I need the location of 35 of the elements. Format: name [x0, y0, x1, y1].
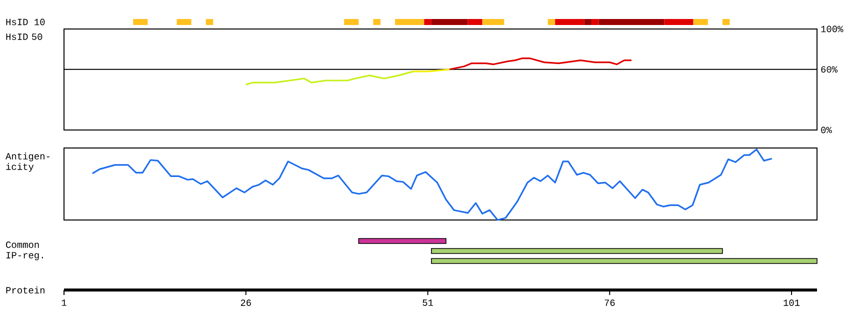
x-tick-label: 26	[240, 300, 251, 306]
bar	[722, 18, 730, 25]
y-tick-label: 100%	[821, 26, 844, 32]
y-tick-label: 0%	[821, 126, 832, 134]
x-tick-label: 1	[62, 300, 66, 306]
x-tick-label: 51	[422, 300, 433, 306]
bar	[344, 18, 359, 25]
y-tick-label: HsID 10	[6, 18, 45, 26]
y-axis-title: HsID 50	[6, 34, 42, 40]
bar	[395, 18, 424, 25]
bar	[598, 18, 664, 25]
bar	[133, 18, 148, 25]
bar	[424, 18, 432, 25]
bar	[548, 18, 556, 25]
bar	[176, 18, 192, 25]
bar	[358, 238, 446, 244]
x-axis-title: Protein	[6, 286, 44, 294]
bar	[431, 248, 723, 254]
bar	[373, 18, 380, 25]
y-axis-title: Common IP-reg.	[6, 242, 43, 260]
bar	[591, 18, 599, 25]
bar	[693, 18, 708, 25]
bar	[555, 18, 584, 25]
line-series	[448, 57, 632, 70]
x-tick-label: 76	[604, 300, 615, 306]
bar	[468, 18, 482, 25]
bar	[584, 18, 592, 25]
bar	[206, 18, 214, 25]
bar	[431, 258, 818, 264]
bar	[482, 18, 504, 25]
bar	[664, 18, 694, 25]
y-tick-label: 60%	[821, 66, 838, 73]
x-tick-label: 101	[784, 300, 800, 306]
bar	[431, 18, 468, 25]
y-axis-title: Antigen-icity	[6, 152, 50, 172]
